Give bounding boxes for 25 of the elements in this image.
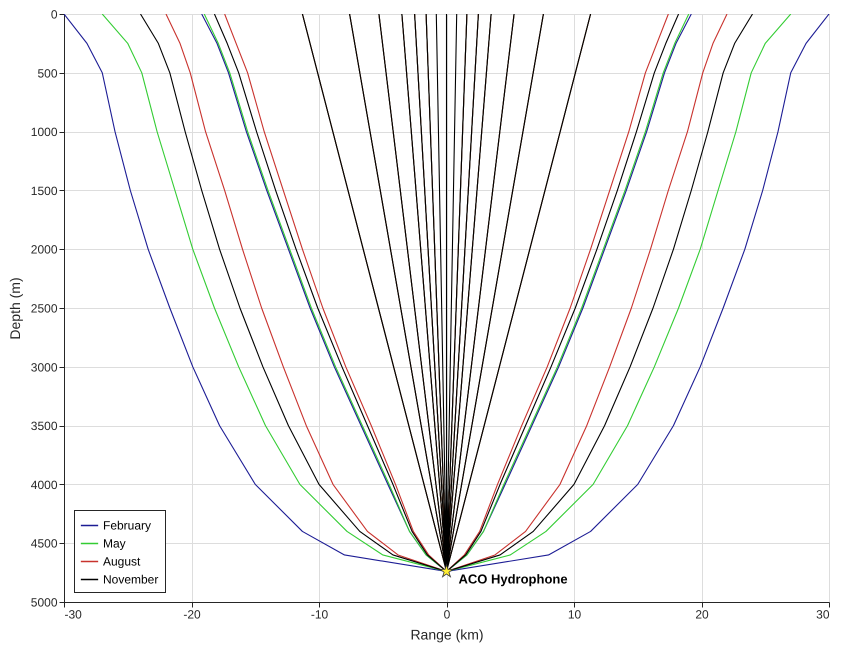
y-tick-label: 3500 xyxy=(30,419,58,434)
x-axis-title: Range (km) xyxy=(410,626,484,642)
y-tick-label: 4000 xyxy=(30,478,58,492)
x-tick-label: 20 xyxy=(695,608,709,622)
x-tick-label: -10 xyxy=(310,608,328,622)
x-tick-label: 10 xyxy=(568,608,582,622)
y-tick-label: 1500 xyxy=(30,184,58,198)
x-tick-label: 0 xyxy=(444,608,451,622)
y-tick-label: 4500 xyxy=(30,536,58,551)
y-tick-label: 0 xyxy=(50,8,58,22)
legend-label: May xyxy=(103,536,126,550)
legend-label: November xyxy=(103,572,158,586)
legend-label: February xyxy=(103,518,152,532)
x-tick-label: 30 xyxy=(816,608,830,622)
y-axis-title: Depth (m) xyxy=(6,277,23,340)
y-tick-label: 2000 xyxy=(30,242,58,257)
y-tick-label: 3000 xyxy=(30,360,58,374)
x-tick-label: -20 xyxy=(183,608,201,622)
annotation: ACO Hydrophone xyxy=(458,571,568,586)
x-tick-label: -30 xyxy=(64,608,82,622)
legend-label: August xyxy=(103,554,142,568)
y-tick-label: 1000 xyxy=(30,125,58,140)
y-tick-label: 500 xyxy=(37,66,58,80)
y-tick-label: 2500 xyxy=(30,302,58,316)
y-tick-label: 5000 xyxy=(30,596,58,610)
